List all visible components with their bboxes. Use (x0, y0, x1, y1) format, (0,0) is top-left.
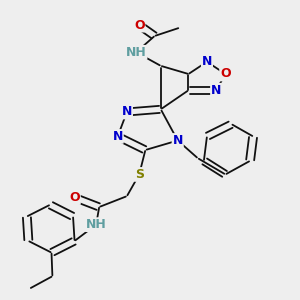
Text: N: N (122, 106, 132, 118)
Text: N: N (211, 84, 221, 97)
Text: NH: NH (86, 218, 106, 231)
Text: O: O (220, 68, 231, 80)
Text: NH: NH (126, 46, 146, 59)
Text: N: N (112, 130, 123, 143)
Text: N: N (172, 134, 183, 147)
Text: O: O (69, 191, 80, 204)
Text: N: N (202, 55, 212, 68)
Text: O: O (134, 19, 145, 32)
Text: S: S (135, 168, 144, 181)
